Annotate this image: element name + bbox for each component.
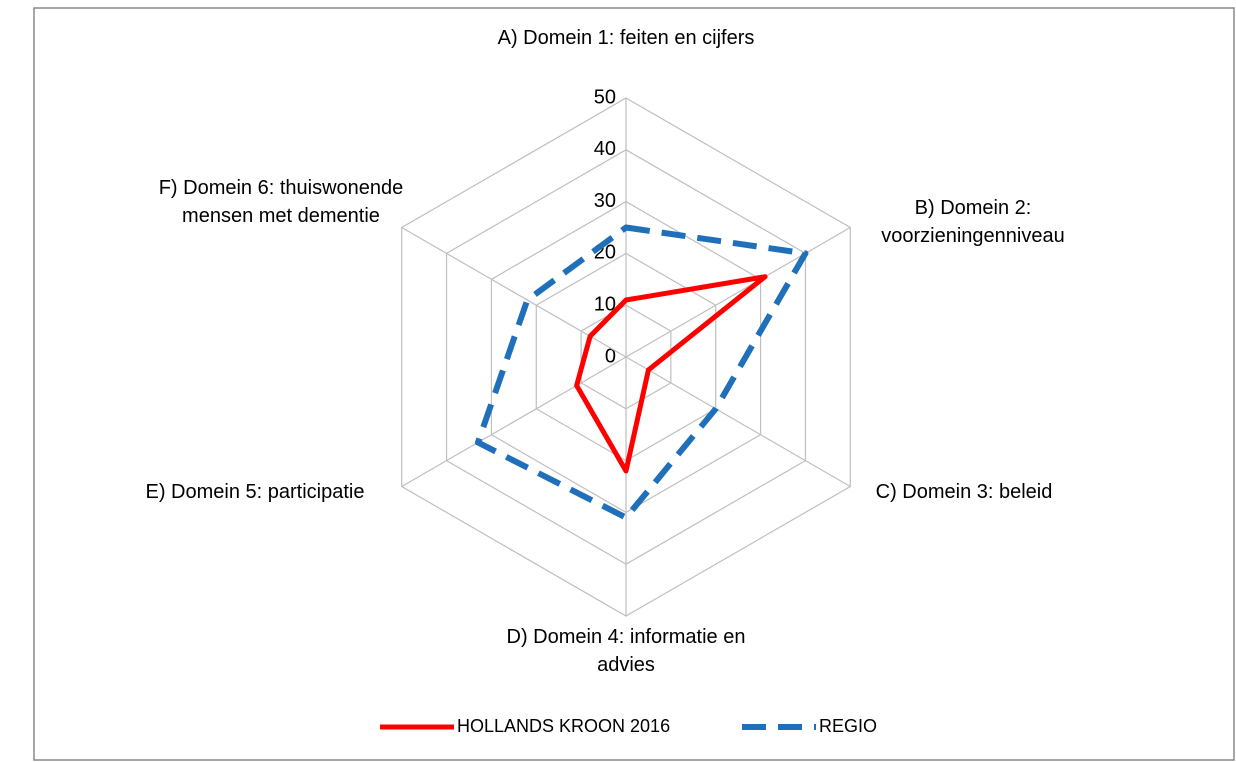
series-line (574, 274, 768, 474)
legend-label: HOLLANDS KROON 2016 (457, 716, 670, 736)
r-tick-label: 30 (594, 190, 616, 212)
r-tick-label: 50 (594, 86, 616, 108)
category-label: B) Domein 2: voorzieningenniveau (881, 197, 1065, 247)
series-line (474, 224, 809, 521)
r-tick-label: 0 (605, 345, 616, 367)
category-label: C) Domein 3: beleid (875, 481, 1053, 503)
r-tick-label: 40 (594, 138, 616, 160)
chart-border (33, 7, 1235, 761)
legend-label: REGIO (819, 716, 877, 736)
spoke (625, 226, 851, 358)
spoke (401, 356, 627, 488)
category-label: D) Domein 4: informatie en advies (506, 626, 746, 676)
category-label: F) Domein 6: thuiswonende mensen met dem… (158, 177, 404, 227)
r-tick-label: 10 (594, 293, 616, 315)
spoke (625, 356, 851, 488)
category-label: E) Domein 5: participatie (145, 481, 365, 503)
category-label: A) Domein 1: feiten en cijfers (497, 27, 755, 49)
